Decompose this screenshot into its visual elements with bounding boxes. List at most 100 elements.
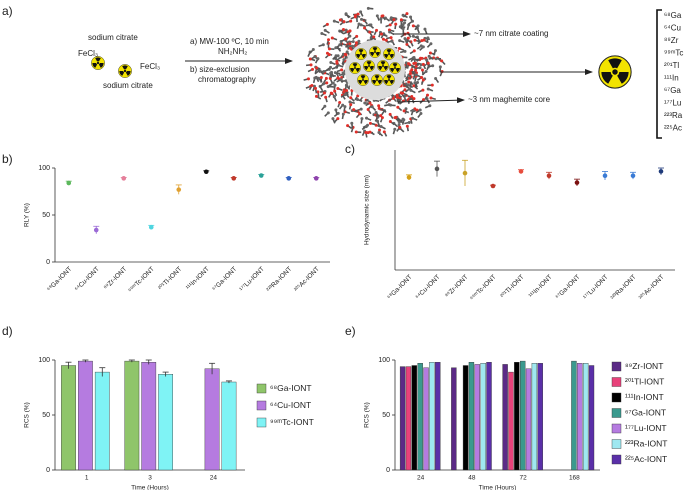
atom [404, 61, 408, 65]
isotope: ²²³Ra [664, 111, 683, 120]
atom [314, 86, 318, 90]
atom [388, 23, 392, 27]
bar [462, 365, 469, 471]
panel-label: b) [2, 152, 13, 166]
atom [379, 124, 383, 128]
atom [352, 108, 356, 112]
atom [341, 112, 345, 116]
atom [413, 38, 417, 42]
legend-swatch [611, 392, 622, 403]
atom [357, 22, 361, 26]
atom [348, 100, 352, 104]
bar [582, 363, 589, 471]
atom [397, 122, 401, 126]
atom [364, 125, 368, 129]
atom [331, 81, 335, 85]
atom [360, 117, 364, 121]
y-tick-label: 50 [382, 412, 390, 419]
chart: b) RLY (%) 0 50 100 ⁶⁸Ga-IONT ⁶⁴Cu-IONT ⁸⁹Zr-IO… [2, 152, 330, 294]
atom [332, 95, 336, 99]
legend-label: ⁶⁸Ga-IONT [270, 383, 312, 393]
y-tick-label: 100 [38, 165, 50, 172]
bar [399, 366, 406, 471]
legend-swatch [256, 383, 267, 394]
atom [376, 119, 380, 123]
legend-label: ⁶⁷Ga-IONT [625, 407, 666, 417]
atom [308, 57, 312, 61]
atom [341, 28, 345, 32]
isotope: ²²⁵Ac [664, 124, 682, 133]
x-tick-label: ²⁰¹Tl-IONT [499, 274, 525, 300]
atom [398, 39, 402, 43]
atom [338, 18, 342, 22]
radiation-icon [363, 60, 374, 71]
atom [389, 36, 393, 40]
atom [306, 77, 310, 81]
radiation-icon [599, 56, 631, 88]
atom [440, 69, 444, 73]
atom [324, 76, 328, 80]
bar [451, 367, 457, 471]
bar [577, 363, 583, 471]
point [176, 187, 182, 192]
atom [426, 61, 430, 65]
atom [315, 66, 319, 70]
x-axis-label: Time (Hours) [479, 485, 517, 490]
y-tick-label: 50 [42, 212, 50, 219]
atom [380, 14, 384, 18]
legend-swatch [611, 439, 622, 449]
bar [78, 360, 93, 471]
x-tick-label: 72 [520, 475, 528, 482]
atom [428, 51, 432, 55]
point [93, 227, 99, 233]
bar [429, 362, 435, 471]
atom [368, 121, 372, 125]
atom [401, 91, 405, 95]
atom [411, 116, 415, 120]
panel-label: d) [2, 324, 13, 338]
point [406, 175, 412, 180]
point [66, 180, 72, 186]
bar [508, 371, 514, 471]
legend-label: ¹⁷⁷Lu-IONT [625, 423, 667, 433]
isotope: ⁶⁷Ga [664, 86, 681, 95]
atom [355, 97, 359, 101]
panel-label: a) [2, 4, 13, 18]
atom [405, 12, 409, 16]
nanoparticle [303, 6, 446, 138]
atom [412, 56, 416, 60]
legend-swatch [611, 408, 622, 418]
atom [421, 45, 425, 49]
legend-label: ²⁰¹Tl-IONT [625, 376, 664, 386]
isotope: ⁸⁹Zr [664, 36, 679, 45]
atom [366, 6, 370, 10]
atom [370, 105, 374, 109]
x-tick-label: 24 [210, 475, 218, 482]
atom [333, 71, 337, 75]
atom [389, 16, 393, 20]
atom [330, 36, 334, 40]
atom [404, 107, 408, 111]
x-tick-label: 48 [468, 475, 476, 482]
x-tick-label: ⁹⁹ᵐTc-IONT [469, 274, 498, 303]
x-tick-label: ⁸⁹Zr-IONT [103, 266, 129, 292]
bar [221, 381, 237, 471]
x-tick-label: ⁶⁸Ga-IONT [386, 274, 413, 301]
condition: chromatography [198, 75, 256, 84]
atom [408, 72, 412, 76]
atom [420, 68, 424, 72]
atom [377, 104, 381, 108]
atom [429, 96, 433, 100]
legend-swatch [611, 454, 622, 465]
x-tick-label: 24 [417, 475, 425, 482]
atom [425, 58, 429, 62]
radiation-icon [357, 74, 368, 85]
atom [416, 24, 420, 28]
legend-label: ²²³Ra-IONT [625, 438, 668, 448]
chart: d) RCS (%) 0 50 100 1 3 24 Time (Hours) ⁶⁸Ga-IONT… [2, 324, 314, 490]
atom [366, 107, 370, 111]
atom [368, 130, 372, 134]
atom [322, 69, 326, 73]
atom [336, 117, 340, 121]
atom [395, 95, 399, 99]
